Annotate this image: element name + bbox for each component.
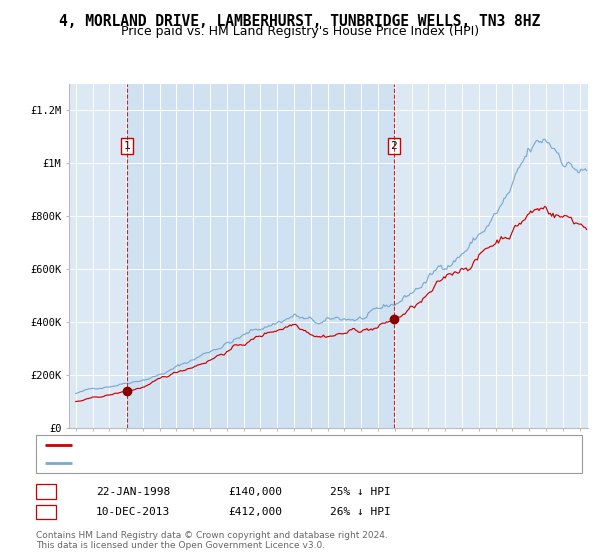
Text: 22-JAN-1998: 22-JAN-1998 bbox=[96, 487, 170, 497]
Text: £140,000: £140,000 bbox=[228, 487, 282, 497]
Bar bbox=[127, 84, 394, 428]
Text: 25% ↓ HPI: 25% ↓ HPI bbox=[330, 487, 391, 497]
Text: Contains HM Land Registry data © Crown copyright and database right 2024.
This d: Contains HM Land Registry data © Crown c… bbox=[36, 531, 388, 550]
Text: 4, MORLAND DRIVE, LAMBERHURST, TUNBRIDGE WELLS, TN3 8HZ: 4, MORLAND DRIVE, LAMBERHURST, TUNBRIDGE… bbox=[59, 14, 541, 29]
Text: Price paid vs. HM Land Registry's House Price Index (HPI): Price paid vs. HM Land Registry's House … bbox=[121, 25, 479, 38]
Text: 4, MORLAND DRIVE, LAMBERHURST, TUNBRIDGE WELLS, TN3 8HZ (detached house): 4, MORLAND DRIVE, LAMBERHURST, TUNBRIDGE… bbox=[78, 440, 564, 450]
Text: 1: 1 bbox=[124, 141, 130, 151]
Text: £412,000: £412,000 bbox=[228, 507, 282, 517]
Text: 1: 1 bbox=[43, 487, 49, 497]
Text: 2: 2 bbox=[391, 141, 397, 151]
Text: 26% ↓ HPI: 26% ↓ HPI bbox=[330, 507, 391, 517]
Text: 10-DEC-2013: 10-DEC-2013 bbox=[96, 507, 170, 517]
Text: 2: 2 bbox=[43, 507, 49, 517]
Text: HPI: Average price, detached house, Tunbridge Wells: HPI: Average price, detached house, Tunb… bbox=[78, 458, 422, 468]
